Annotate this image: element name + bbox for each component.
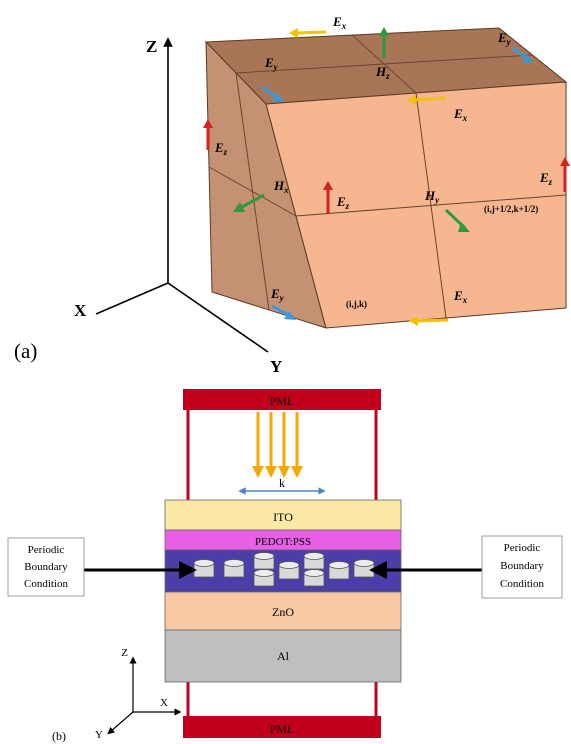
ez-arrows [203, 119, 570, 214]
nanoparticle [353, 559, 375, 578]
axis-2d-y [107, 711, 134, 735]
ey-arrow-top-left-head [272, 93, 284, 102]
label-hx: Hx [273, 178, 289, 195]
pml-bottom [183, 716, 381, 738]
front-midline-2 [295, 194, 567, 217]
nanoparticle [193, 559, 215, 578]
ez-arrow-center-head [323, 181, 333, 190]
y-axis [167, 282, 269, 353]
x-axis [95, 282, 169, 315]
nanoparticle [253, 552, 275, 570]
ex-arrow-bottom-head [409, 316, 418, 326]
label-ey-top-left: Ey [264, 55, 279, 72]
nanoparticle [328, 561, 350, 580]
ex-arrow-top [295, 30, 327, 35]
hx-arrow-head [233, 202, 245, 212]
axis-label-x: X [74, 301, 87, 320]
label-ex-top: Ex [332, 14, 347, 31]
label-ez-left: Ez [214, 140, 228, 157]
label-ez-center: Ez [336, 194, 350, 211]
axis-2d-label-x: X [160, 697, 168, 709]
layer-zno-label: ZnO [272, 605, 294, 619]
left-midline-2 [208, 166, 297, 217]
hz-arrow-head [379, 27, 389, 36]
ex-arrow-middle-head [407, 95, 416, 105]
layer-ito-label: ITO [273, 510, 293, 524]
layer-pedot-label: PEDOT:PSS [255, 536, 311, 548]
label-hy: Hy [424, 188, 440, 205]
layer-ito [164, 499, 402, 531]
boundary-left-line-3: Condition [24, 578, 69, 590]
top-midline-2 [235, 54, 533, 74]
ez-arrow-right-head [560, 157, 570, 166]
ex-arrow-middle [413, 96, 447, 102]
label-ex-middle: Ex [453, 106, 468, 123]
layer-zno [164, 591, 402, 631]
ex-arrow-top-head [289, 28, 298, 38]
axis-2d-label-y: Y [95, 729, 103, 741]
pml-bottom-label: PML [270, 722, 295, 736]
pml-top-label: PML [270, 394, 295, 408]
pml-top [183, 389, 381, 410]
ex-arrow-bottom [415, 318, 449, 323]
h-arrows [233, 27, 470, 232]
incident-light [252, 412, 303, 478]
layer-al-label: Al [277, 649, 290, 663]
index-half-label: (i,j+1/2,k+1/2) [484, 204, 538, 214]
panel-b-label: (b) [52, 729, 66, 743]
label-ey-bottom: Ey [270, 286, 285, 303]
panel-b: PML PML k ITO PEDOT:PSS ZnO Al [7, 389, 563, 743]
boundary-right-line-2: Boundary [500, 560, 544, 572]
label-hz: Hz [375, 64, 390, 81]
boundary-right-line-1: Periodic [504, 542, 541, 554]
cube-front-face [265, 81, 567, 329]
axes-2d [107, 656, 182, 735]
index-origin-label: (i,j,k) [346, 299, 367, 309]
ey-arrows [261, 46, 533, 320]
boundary-left-box: Periodic Boundary Condition [7, 537, 85, 597]
label-ez-right: Ez [539, 170, 553, 187]
hx-arrow [239, 193, 265, 210]
nanoparticle [223, 559, 245, 578]
nanoparticle [253, 569, 275, 587]
ey-arrow-bottom-head [284, 311, 296, 320]
panel-a: Z X Y (a) [14, 14, 570, 376]
ez-arrow-left-head [203, 119, 213, 128]
layer-stack: ITO PEDOT:PSS ZnO Al [164, 499, 402, 683]
axis-2d-label-z: Z [121, 647, 128, 659]
nanoparticle [303, 552, 325, 570]
boundary-right-line-3: Condition [500, 578, 545, 590]
k-vector-label: k [279, 476, 285, 490]
yee-cube [204, 27, 568, 329]
label-ey-top-right: Ey [497, 30, 512, 47]
nanoparticle [303, 569, 325, 587]
layer-al [164, 629, 402, 683]
axes-3d [95, 37, 269, 353]
nanoparticle [278, 561, 300, 580]
axis-label-z: Z [146, 37, 157, 56]
ex-arrows [289, 28, 449, 326]
ey-arrow-top-right-head [522, 54, 533, 63]
axis-label-y: Y [270, 357, 282, 376]
boundary-left-line-1: Periodic [28, 544, 65, 556]
label-ex-bottom: Ex [453, 288, 468, 305]
boundary-right-box: Periodic Boundary Condition [481, 535, 563, 599]
boundary-left-line-2: Boundary [24, 561, 68, 573]
panel-a-label: (a) [14, 339, 37, 363]
hy-arrow-head [458, 222, 470, 232]
